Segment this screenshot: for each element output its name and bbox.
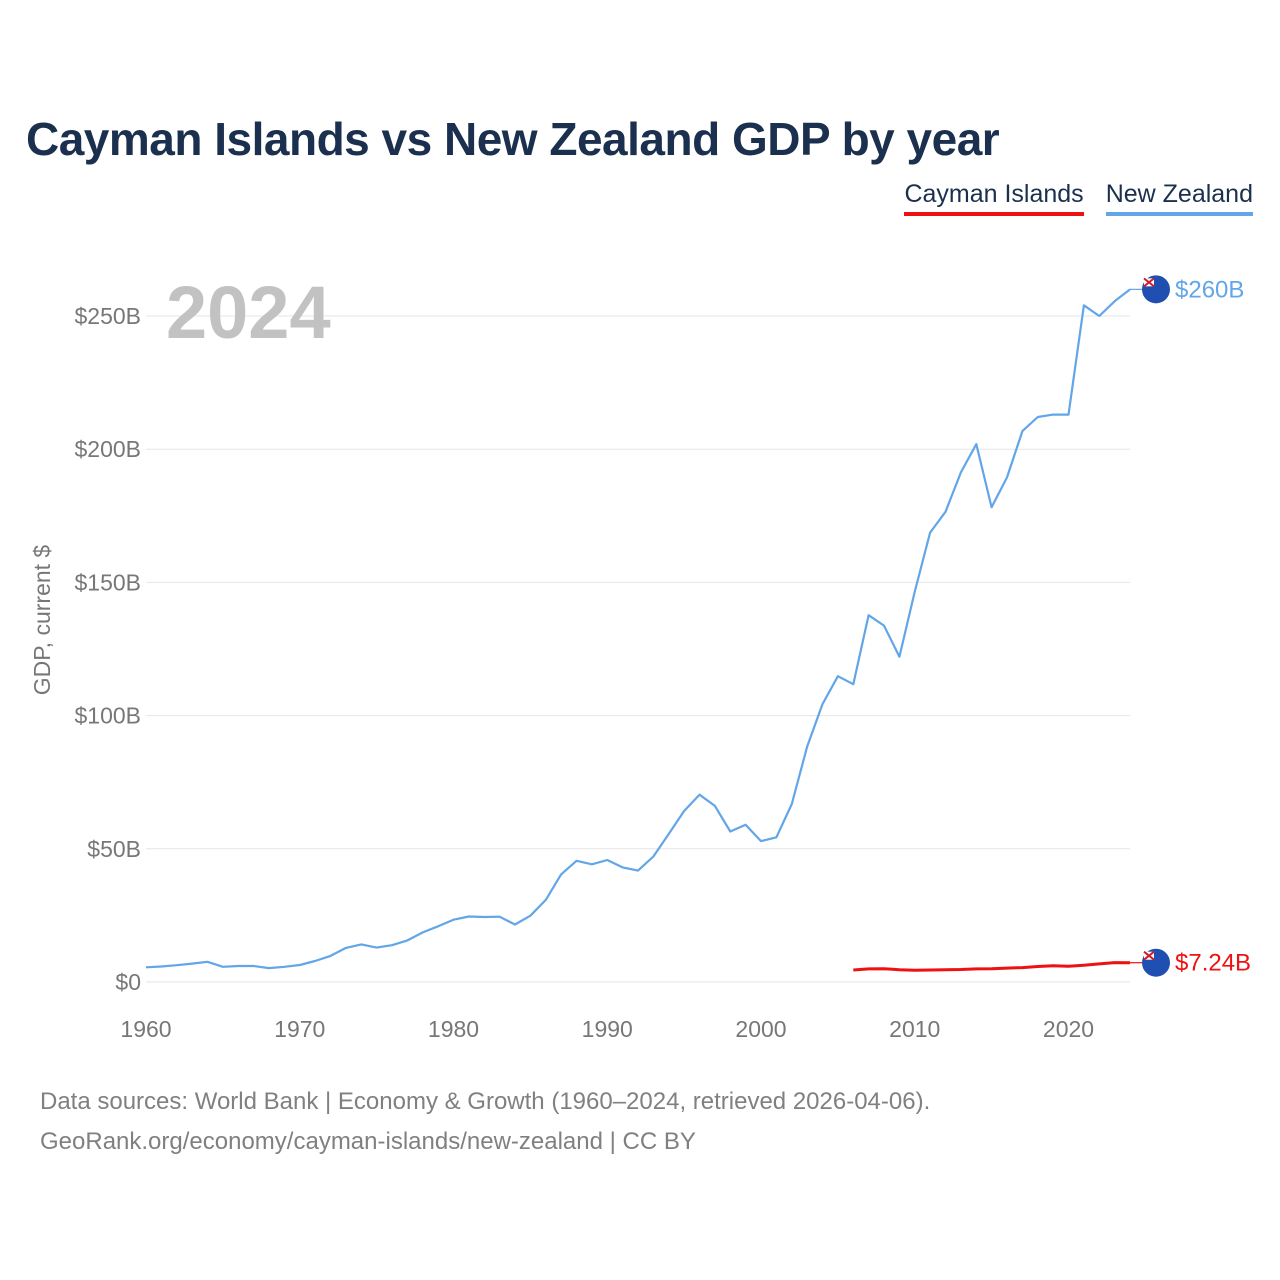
x-tick-label: 2020 [1043, 1016, 1094, 1042]
flag-cross [1143, 950, 1155, 961]
legend-item-cayman-islands[interactable]: Cayman Islands [904, 180, 1084, 216]
flag-cross [1143, 277, 1155, 288]
source-line-1: Data sources: World Bank | Economy & Gro… [40, 1088, 931, 1115]
source-note: Data sources: World Bank | Economy & Gro… [40, 1082, 930, 1162]
x-tick-label: 1960 [120, 1016, 171, 1042]
series-line-new-zealand [145, 288, 1131, 970]
x-tick-label: 2010 [889, 1016, 940, 1042]
y-tick-label: $150B [74, 569, 141, 595]
y-axis-title: GDP, current $ [29, 545, 55, 696]
legend-item-new-zealand[interactable]: New Zealand [1105, 180, 1253, 216]
y-tick-label: $50B [87, 836, 141, 862]
y-tick-label: $250B [74, 303, 141, 329]
x-axis-ticks: 1960 1970 1980 1990 2000 2010 2020 [120, 1016, 1094, 1042]
source-line-2: GeoRank.org/economy/cayman-islands/new-z… [40, 1128, 696, 1155]
series-lines [145, 288, 1131, 972]
end-value-label-new-zealand: $260B [1175, 276, 1244, 303]
end-value-label-cayman-islands: $7.24B [1175, 950, 1251, 977]
current-year-label: 2024 [166, 271, 331, 354]
chart-title: Cayman Islands vs New Zealand GDP by yea… [26, 113, 1000, 165]
gridlines [146, 315, 1130, 983]
end-markers: $7.24B $260B [1130, 275, 1251, 977]
x-tick-label: 1980 [428, 1016, 479, 1042]
chart-area: $0$50B$100B$150B$200B$250B 1960 1970 1980 1… [29, 271, 1251, 1042]
y-tick-label: $100B [74, 703, 141, 729]
series-line-cayman-islands [853, 961, 1131, 972]
y-axis-ticks: $0 $50B $100B $150B $200B $250B [74, 303, 141, 995]
x-tick-label: 2000 [735, 1016, 786, 1042]
y-tick-label: $200B [74, 436, 141, 462]
x-tick-label: 1970 [274, 1016, 325, 1042]
y-tick-label: $0 [115, 969, 141, 995]
legend: Cayman Islands New Zealand [904, 180, 1253, 216]
x-tick-label: 1990 [582, 1016, 633, 1042]
